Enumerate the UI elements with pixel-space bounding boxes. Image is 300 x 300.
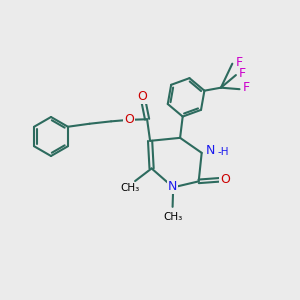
- Text: O: O: [137, 90, 147, 103]
- Text: CH₃: CH₃: [120, 183, 139, 194]
- Text: F: F: [239, 68, 246, 80]
- Text: CH₃: CH₃: [163, 212, 182, 222]
- Text: F: F: [235, 56, 242, 69]
- Text: -H: -H: [217, 147, 229, 157]
- Text: O: O: [220, 173, 230, 186]
- Text: N: N: [168, 180, 177, 193]
- Text: N: N: [206, 144, 215, 157]
- Text: F: F: [242, 82, 250, 94]
- Text: O: O: [124, 113, 134, 126]
